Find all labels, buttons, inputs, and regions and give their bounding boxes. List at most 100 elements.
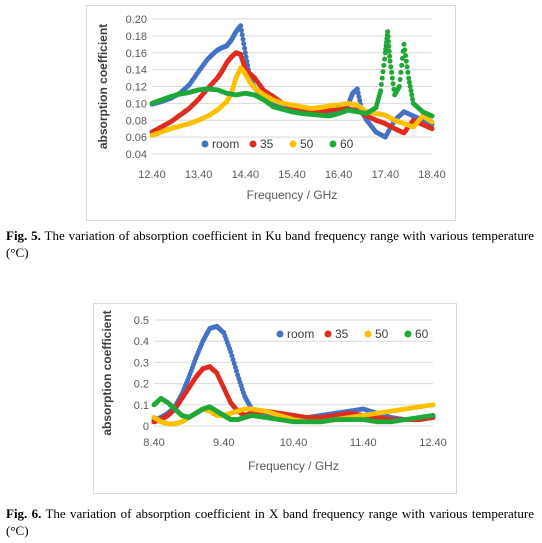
x-tick-label: 15.40	[278, 169, 306, 181]
y-tick-label: 0.08	[126, 115, 147, 127]
y-axis-title: absorption coefficient	[100, 310, 114, 435]
legend-marker-room	[201, 140, 209, 148]
data-point-60	[399, 62, 405, 68]
x-tick-label: 12.40	[419, 437, 447, 449]
data-point-60	[403, 53, 409, 59]
legend-marker-50	[289, 140, 297, 148]
chart-x-band-svg: 0 0.1 0.2 0.3 0.4 0.5 8.40 9.40 10.40 11.40 12.40 F…	[100, 310, 447, 473]
legend-label-room: room	[287, 327, 314, 341]
data-point-60	[387, 58, 393, 64]
data-point-60	[385, 29, 391, 35]
legend-label-50: 50	[300, 137, 314, 151]
chart-x-band: 0 0.1 0.2 0.3 0.4 0.5 8.40 9.40 10.40 11.40 12.40 F…	[93, 303, 457, 494]
data-point-50	[430, 402, 436, 408]
y-tick-label: 0.04	[126, 149, 147, 161]
x-tick-label: 8.40	[143, 437, 164, 449]
legend-label-35: 35	[335, 327, 349, 341]
data-point-60	[404, 64, 410, 70]
x-axis-title: Frequency / GHz	[248, 459, 339, 473]
data-point-room	[357, 97, 363, 103]
legend-label-room: room	[212, 137, 239, 151]
legend-marker-60	[404, 330, 412, 338]
data-point-room	[230, 357, 236, 363]
data-point-room	[239, 32, 245, 38]
data-point-60	[381, 62, 387, 68]
x-tick-label: 9.40	[213, 437, 234, 449]
y-tick-label: 0.06	[126, 132, 147, 144]
legend-marker-room	[276, 330, 284, 338]
caption-text-5: The variation of absorption coefficient …	[6, 228, 534, 260]
data-point-60	[385, 39, 391, 44]
figure-caption-5: Fig. 5. The variation of absorption coef…	[6, 227, 534, 261]
legend-label-60: 60	[340, 137, 354, 151]
data-point-room	[238, 23, 244, 29]
data-point-room	[229, 353, 235, 359]
data-point-60	[409, 92, 415, 98]
data-point-60	[398, 69, 404, 75]
data-point-60	[386, 43, 392, 49]
legend-marker-35	[249, 140, 257, 148]
caption-label-6: Fig. 6.	[6, 506, 42, 521]
x-tick-label: 12.40	[138, 169, 166, 181]
figure-caption-6: Fig. 6. The variation of absorption coef…	[6, 505, 534, 539]
data-point-50	[429, 119, 435, 125]
data-point-60	[378, 81, 384, 87]
y-tick-label: 0.2	[134, 379, 149, 391]
x-tick-label: 10.40	[280, 437, 308, 449]
x-tick-label: 18.40	[418, 169, 446, 181]
y-tick-label: 0.20	[126, 14, 147, 26]
y-tick-label: 0	[143, 421, 149, 433]
data-point-60	[389, 69, 395, 75]
y-tick-label: 0.18	[126, 31, 147, 43]
data-point-60	[396, 84, 402, 89]
data-point-60	[406, 79, 412, 85]
data-point-room	[238, 27, 244, 33]
legend-label-60: 60	[415, 327, 429, 341]
legend-marker-50	[364, 330, 372, 338]
data-point-60	[401, 41, 407, 47]
data-point-60	[403, 58, 409, 64]
x-tick-label: 11.40	[350, 437, 377, 449]
data-point-60	[380, 69, 386, 75]
data-point-room	[231, 361, 237, 366]
data-point-room	[241, 41, 247, 47]
x-tick-label: 13.40	[185, 169, 213, 181]
data-point-35	[429, 126, 435, 132]
chart-ku-band: 0.04 0.06 0.08 0.10 0.12 0.14 0.16 0.18 0.20 12.4…	[86, 5, 456, 221]
data-point-60	[388, 64, 394, 70]
legend-label-50: 50	[375, 327, 389, 341]
y-tick-label: 0.16	[126, 48, 147, 60]
data-point-room	[228, 349, 234, 355]
x-tick-label: 16.40	[325, 169, 353, 181]
data-point-room	[243, 54, 249, 60]
data-point-60	[390, 81, 396, 87]
caption-text-6: The variation of absorption coefficient …	[6, 506, 534, 538]
data-point-60	[408, 88, 414, 94]
y-tick-label: 0.10	[126, 98, 147, 110]
data-point-60	[397, 77, 403, 82]
data-point-60	[385, 34, 391, 40]
data-point-room	[354, 86, 360, 92]
caption-label-5: Fig. 5.	[6, 228, 41, 243]
data-point-60	[405, 69, 411, 75]
data-point-room	[234, 368, 239, 374]
data-point-60	[378, 88, 384, 94]
legend-marker-60	[329, 140, 337, 148]
data-point-60	[407, 84, 413, 89]
data-point-60	[430, 412, 436, 418]
data-point-60	[379, 75, 385, 81]
y-tick-label: 0.4	[134, 336, 149, 348]
legend-label-35: 35	[260, 137, 274, 151]
x-axis-title: Frequency / GHz	[247, 188, 338, 202]
data-point-room	[242, 45, 248, 51]
data-point-room	[232, 364, 238, 370]
data-point-room	[355, 90, 361, 96]
data-point-60	[410, 96, 416, 102]
x-tick-label: 17.40	[372, 169, 400, 181]
y-tick-label: 0.5	[134, 315, 149, 327]
data-point-60	[402, 47, 408, 53]
data-point-60	[386, 48, 392, 54]
data-point-room	[244, 58, 250, 64]
y-tick-label: 0.12	[126, 82, 147, 94]
data-point-60	[387, 53, 393, 59]
